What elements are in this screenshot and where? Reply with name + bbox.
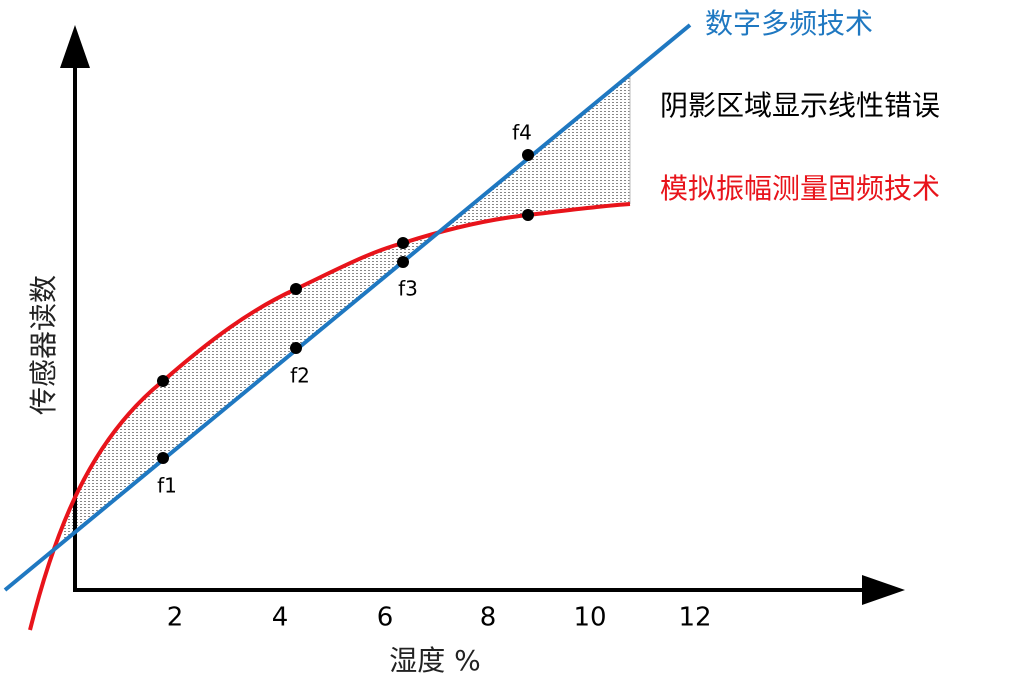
point-label: f3 <box>398 277 418 301</box>
point-label: f1 <box>157 474 177 498</box>
point-label: f2 <box>290 364 310 388</box>
x-axis-label: 湿度 % <box>389 644 481 677</box>
x-tick-label: 6 <box>377 603 394 633</box>
legend-shade: 阴影区域显示线性错误 <box>660 89 940 122</box>
x-tick-label: 10 <box>573 603 606 633</box>
x-tick-label: 4 <box>272 603 289 633</box>
point-label: f4 <box>512 121 532 145</box>
analog-curve <box>28 202 631 631</box>
legend-digital: 数字多频技术 <box>705 7 873 40</box>
x-tick-label: 8 <box>480 603 497 633</box>
error-shade <box>62 74 630 543</box>
x-tick-label: 12 <box>678 603 711 633</box>
digital-line <box>3 23 692 592</box>
dots <box>157 149 534 464</box>
y-axis-label: 传感器读数 <box>27 275 60 415</box>
x-arrow <box>862 575 905 605</box>
legend-analog: 模拟振幅测量固频技术 <box>660 172 940 205</box>
x-tick-label: 2 <box>167 603 184 633</box>
y-arrow <box>60 25 90 68</box>
